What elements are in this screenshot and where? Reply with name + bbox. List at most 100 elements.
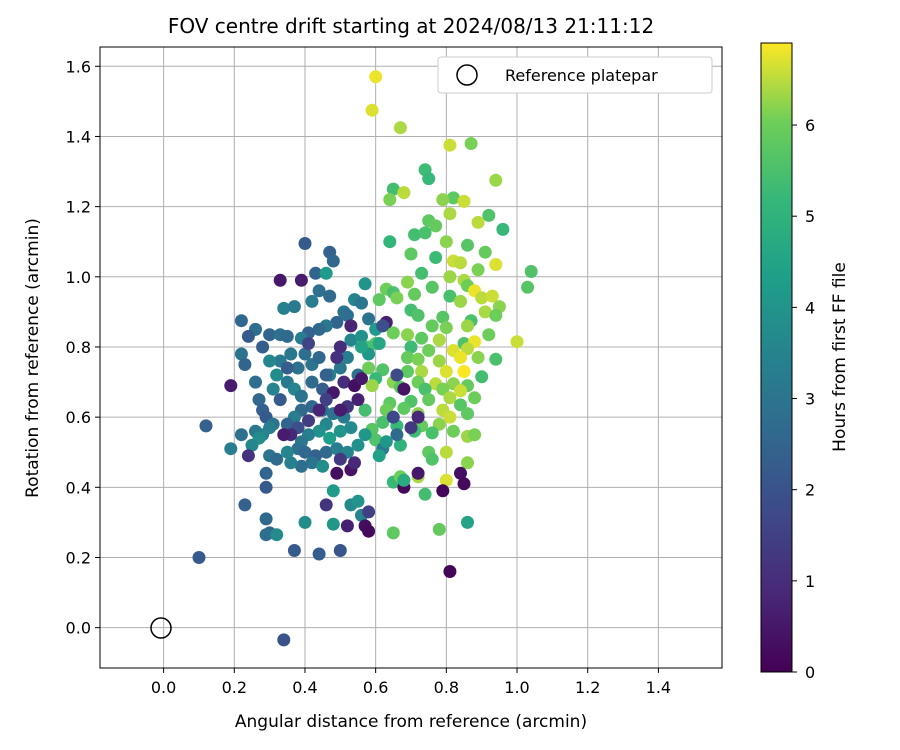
data-point bbox=[454, 466, 467, 480]
data-point bbox=[362, 312, 376, 326]
data-point bbox=[461, 407, 474, 421]
data-point bbox=[386, 526, 400, 540]
data-point bbox=[489, 352, 503, 366]
plot-frame bbox=[99, 46, 723, 669]
data-point bbox=[312, 351, 326, 364]
data-point bbox=[425, 426, 439, 440]
data-point bbox=[319, 368, 333, 382]
reference-platepar-marker bbox=[150, 617, 172, 639]
data-point bbox=[415, 365, 429, 378]
data-point bbox=[461, 515, 474, 529]
data-point bbox=[333, 452, 347, 466]
data-point bbox=[443, 565, 457, 578]
data-point bbox=[344, 319, 358, 333]
data-point bbox=[340, 308, 354, 322]
data-point bbox=[362, 361, 376, 375]
data-point bbox=[510, 335, 524, 349]
data-point bbox=[454, 256, 467, 270]
data-point bbox=[351, 438, 365, 452]
data-point bbox=[401, 328, 414, 342]
x-tick-label: 0.4 bbox=[292, 678, 317, 697]
colorbar-tick-label: 1 bbox=[805, 572, 815, 591]
y-tick-label: 1.4 bbox=[66, 127, 91, 146]
data-point bbox=[330, 466, 344, 480]
y-tick-label: 1.0 bbox=[66, 268, 91, 287]
data-point bbox=[415, 331, 429, 345]
data-point bbox=[234, 314, 248, 328]
data-point bbox=[446, 191, 460, 205]
data-point bbox=[464, 137, 478, 150]
data-point bbox=[224, 379, 238, 393]
data-point bbox=[372, 293, 386, 307]
data-point bbox=[333, 424, 347, 438]
data-point bbox=[461, 238, 474, 252]
data-point bbox=[489, 308, 503, 322]
data-point bbox=[270, 368, 284, 382]
data-point bbox=[351, 393, 365, 407]
data-point bbox=[277, 633, 291, 647]
data-point bbox=[280, 445, 294, 459]
data-point bbox=[369, 70, 383, 84]
legend-marker-icon bbox=[456, 64, 478, 86]
x-tick-label: 0.0 bbox=[151, 678, 176, 697]
legend-box bbox=[437, 56, 713, 94]
x-tick-label: 1.4 bbox=[646, 678, 671, 697]
data-point bbox=[454, 384, 467, 398]
data-point bbox=[485, 289, 499, 303]
data-point bbox=[393, 438, 407, 452]
data-point bbox=[344, 333, 358, 347]
x-tick-label: 0.2 bbox=[222, 678, 247, 697]
data-point bbox=[471, 215, 485, 229]
data-point bbox=[277, 301, 291, 315]
data-point bbox=[383, 235, 397, 249]
data-point bbox=[372, 337, 386, 350]
data-point bbox=[439, 321, 453, 335]
data-point bbox=[305, 375, 319, 389]
data-point bbox=[461, 456, 474, 470]
data-point bbox=[270, 528, 284, 542]
data-point bbox=[291, 361, 305, 375]
data-point bbox=[376, 319, 390, 333]
data-point bbox=[280, 417, 294, 431]
data-point bbox=[365, 103, 379, 117]
data-point bbox=[454, 398, 467, 412]
data-point bbox=[471, 263, 485, 277]
data-point bbox=[471, 351, 485, 364]
data-point bbox=[478, 245, 492, 259]
data-point bbox=[192, 551, 206, 564]
data-point bbox=[199, 419, 213, 433]
data-point bbox=[475, 291, 489, 305]
data-point bbox=[319, 266, 333, 280]
data-point bbox=[439, 473, 453, 487]
data-point bbox=[298, 515, 312, 529]
colorbar: 0 1 2 3 4 5 6 Hours from first FF file bbox=[760, 42, 850, 682]
colorbar-ticks: 0 1 2 3 4 5 6 bbox=[792, 116, 815, 682]
x-tick-label: 1.2 bbox=[575, 678, 600, 697]
data-point bbox=[369, 433, 383, 447]
data-point bbox=[319, 393, 333, 407]
data-point bbox=[496, 222, 510, 236]
data-point bbox=[411, 308, 425, 322]
data-point bbox=[273, 393, 287, 407]
data-point bbox=[358, 277, 372, 291]
data-point bbox=[457, 365, 471, 378]
data-point bbox=[284, 456, 298, 470]
legend: Reference platepar bbox=[437, 56, 713, 94]
y-tick-label: 0.8 bbox=[66, 338, 91, 357]
data-point bbox=[340, 519, 354, 533]
colorbar-tick-label: 6 bbox=[805, 116, 815, 135]
data-point bbox=[294, 389, 308, 403]
x-axis-ticks: 0.0 0.2 0.4 0.6 0.8 1.0 1.2 1.4 bbox=[151, 668, 671, 697]
chart-title: FOV centre drift starting at 2024/08/13 … bbox=[168, 14, 654, 38]
data-point bbox=[478, 305, 492, 319]
data-point bbox=[287, 300, 301, 314]
data-point bbox=[443, 391, 457, 405]
data-point bbox=[422, 393, 436, 407]
data-point bbox=[330, 351, 344, 364]
data-point bbox=[355, 329, 368, 343]
data-point bbox=[439, 235, 453, 249]
data-point bbox=[397, 382, 411, 396]
data-point bbox=[439, 445, 453, 459]
y-tick-label: 0.0 bbox=[66, 619, 91, 638]
data-point bbox=[393, 121, 407, 135]
